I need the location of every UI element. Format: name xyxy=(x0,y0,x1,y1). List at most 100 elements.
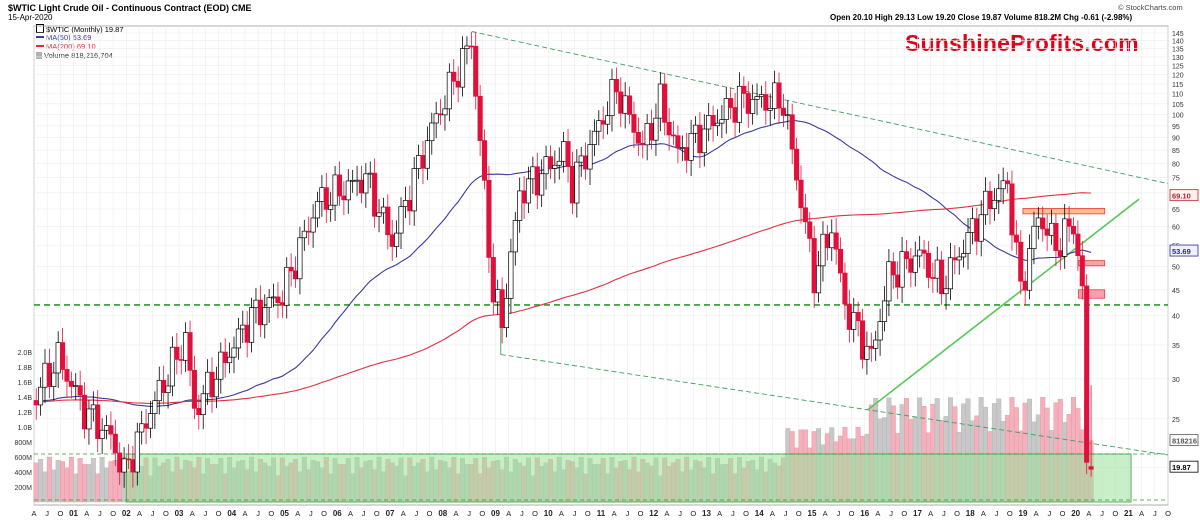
candle-body xyxy=(679,147,685,149)
support-zone-green xyxy=(125,453,1132,503)
time-tick-label: A xyxy=(1086,509,1091,518)
time-tick-label: J xyxy=(362,509,366,518)
candle-body xyxy=(578,155,584,163)
candle-body xyxy=(95,404,101,439)
volume-bar xyxy=(108,461,114,503)
candle-body xyxy=(556,160,562,166)
candle-body xyxy=(503,297,510,329)
volume-tick-label: 1.0B xyxy=(18,425,33,432)
candle-body xyxy=(807,221,813,239)
candle-body xyxy=(701,128,707,154)
candle-body xyxy=(754,96,760,100)
candle-body xyxy=(943,288,949,295)
candle-body xyxy=(622,95,628,114)
volume-value-tag-box xyxy=(1169,434,1199,447)
candle-body xyxy=(851,311,857,330)
candle-body xyxy=(205,371,211,395)
candle-body xyxy=(270,296,277,299)
candle-body xyxy=(780,107,786,116)
candle-body xyxy=(288,266,294,272)
candle-body xyxy=(978,214,984,242)
time-tick-label: 09 xyxy=(491,509,500,518)
candle-body xyxy=(767,108,773,111)
resistance-box-51 xyxy=(1077,260,1106,267)
candle-body xyxy=(358,179,365,194)
candle-body xyxy=(341,195,347,201)
volume-tick-label: 600M xyxy=(14,455,32,462)
candle-body xyxy=(134,431,140,473)
candle-body xyxy=(934,259,940,279)
time-tick-label: A xyxy=(137,509,142,518)
time-tick-label: J xyxy=(573,509,577,518)
candle-legend-icon xyxy=(36,24,44,33)
volume-bar xyxy=(55,460,61,503)
time-tick-label: J xyxy=(1100,509,1104,518)
candle-body xyxy=(1070,225,1077,235)
candle-body xyxy=(169,346,176,387)
candle-body xyxy=(481,140,488,181)
candle-body xyxy=(605,115,611,125)
price-tick-label: 135 xyxy=(1172,47,1184,54)
candle-body xyxy=(420,155,426,169)
ma50-legend-icon xyxy=(36,36,44,38)
candle-body xyxy=(446,71,452,110)
candle-body xyxy=(429,122,435,142)
candle-body xyxy=(279,302,285,306)
candle-body xyxy=(394,232,400,247)
time-tick-label: J xyxy=(309,509,313,518)
price-tick-label: 140 xyxy=(1172,39,1184,46)
time-tick-label: O xyxy=(479,509,485,518)
candle-body xyxy=(152,400,158,414)
volume-bar xyxy=(104,467,109,503)
copyright-text: © StockCharts.com xyxy=(1118,3,1183,12)
candle-body xyxy=(336,174,343,197)
candle-body xyxy=(244,324,250,343)
candle-body xyxy=(99,429,105,439)
candle-body xyxy=(855,311,861,322)
time-tick-label: 19 xyxy=(1019,509,1028,518)
candle-body xyxy=(468,45,474,48)
time-tick-label: O xyxy=(216,509,222,518)
candle-body xyxy=(512,220,518,253)
candle-body xyxy=(125,458,132,461)
candle-body xyxy=(389,234,395,247)
volume-tick-label: 1.6B xyxy=(18,380,33,387)
time-tick-label: 17 xyxy=(913,509,922,518)
chart-axes: 2025303540455055606570758085909510010511… xyxy=(14,31,1199,518)
candle-body xyxy=(130,459,136,473)
candle-body xyxy=(227,356,233,364)
price-tick-label: 90 xyxy=(1172,136,1180,143)
volume-tick-label: 2.0B xyxy=(18,350,33,357)
time-tick-label: A xyxy=(1139,509,1144,518)
candle-body xyxy=(200,393,206,416)
candle-body xyxy=(961,253,967,258)
candle-body xyxy=(648,123,655,141)
time-tick-label: O xyxy=(901,509,907,518)
legend-ma50-label: MA(50) 53.69 xyxy=(46,33,92,42)
candle-body xyxy=(675,135,681,149)
candle-body xyxy=(385,206,391,236)
time-tick-label: J xyxy=(467,509,471,518)
candle-body xyxy=(921,249,927,254)
channel-lower xyxy=(500,354,1169,456)
volume-tick-label: 400M xyxy=(14,470,32,477)
candle-body xyxy=(776,82,782,109)
candle-body xyxy=(363,173,369,194)
candle-body xyxy=(178,359,184,361)
candle-body xyxy=(833,232,839,250)
time-tick-label: 06 xyxy=(333,509,342,518)
price-tick-label: 35 xyxy=(1172,343,1180,350)
candle-body xyxy=(657,83,663,119)
candle-body xyxy=(350,179,356,182)
time-tick-label: J xyxy=(256,509,260,518)
time-tick-label: A xyxy=(1034,509,1039,518)
time-tick-label: A xyxy=(242,509,247,518)
time-tick-label: A xyxy=(823,509,828,518)
candle-body xyxy=(631,114,637,133)
candle-body xyxy=(798,179,804,209)
candle-body xyxy=(77,385,83,396)
candle-body xyxy=(600,120,606,125)
time-tick-label: J xyxy=(995,509,999,518)
candle-body xyxy=(433,113,439,124)
candle-body xyxy=(490,257,496,303)
